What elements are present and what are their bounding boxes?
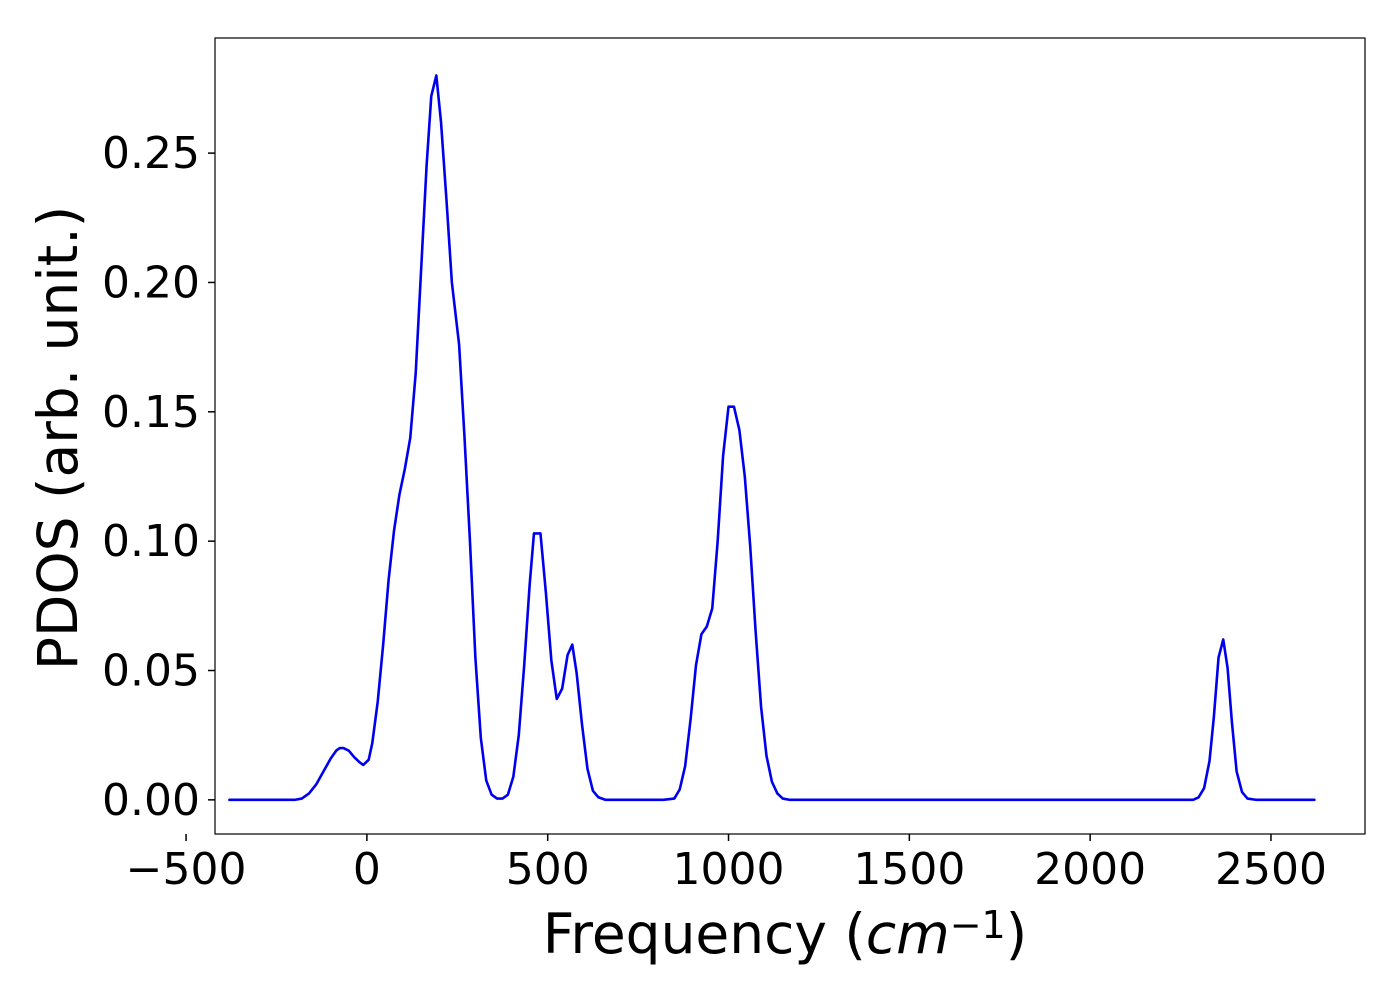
y-tick-label: 0.10 [102,516,200,567]
x-tick-label: 0 [353,844,381,895]
axes-frame [214,37,1366,835]
series-line-pdos [228,74,1316,802]
y-axis: 0.00 0.05 0.10 0.15 0.20 0.25 [102,128,215,826]
x-tick-label: 2500 [1215,844,1327,895]
x-axis: −500 0 500 1000 1500 2000 2500 [126,834,1327,895]
y-tick-label: 0.00 [102,775,200,826]
y-tick-label: 0.25 [102,128,200,179]
x-axis-unit-base: cm [866,902,950,966]
x-tick-label: 500 [506,844,590,895]
x-tick-label: −500 [126,844,247,895]
x-axis-title-text: Frequency [543,902,827,966]
y-tick-label: 0.05 [102,646,200,697]
y-tick-label: 0.15 [102,387,200,438]
plot-area [214,37,1366,835]
x-tick-label: 1000 [673,844,785,895]
x-axis-title: Frequency (cm−1) [543,902,1027,966]
x-tick-label: 1500 [853,844,965,895]
y-tick-label: 0.20 [102,257,200,308]
x-tick-label: 2000 [1034,844,1146,895]
x-axis-unit-exponent: −1 [950,903,1006,947]
y-axis-title: PDOS (arb. unit.) [26,206,90,670]
